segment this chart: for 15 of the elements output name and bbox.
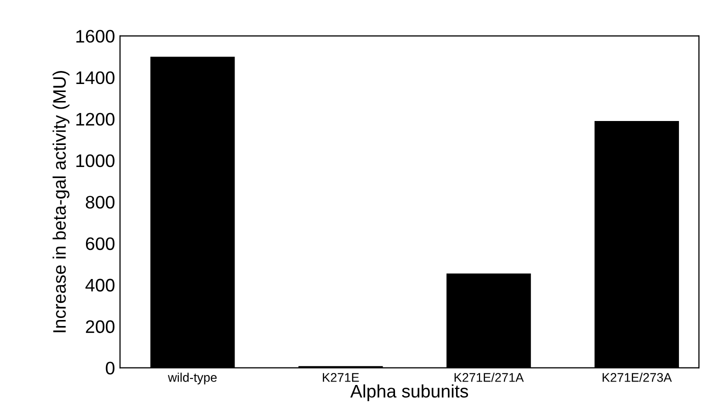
y-tick-label: 1000 — [76, 154, 114, 168]
x-tick-label: K271E — [322, 373, 359, 382]
y-tick-label: 800 — [86, 196, 114, 209]
y-axis-title: Increase in beta-gal activity (MU) — [52, 71, 70, 332]
y-tick-label: 1400 — [76, 71, 114, 84]
x-tick-label: K271E/271A — [454, 372, 524, 382]
y-tick-label: 0 — [106, 362, 114, 375]
x-tick-label: K271E/273A — [602, 372, 672, 382]
x-axis-title: Alpha subunits — [350, 384, 468, 402]
x-tick-label: wild-type — [168, 372, 217, 384]
y-tick-label: 400 — [85, 278, 114, 292]
y-tick-label: 200 — [86, 320, 114, 334]
y-tick-label: 1200 — [76, 112, 114, 126]
y-tick-label: 1600 — [76, 30, 114, 43]
y-tick-label: 600 — [86, 237, 114, 250]
